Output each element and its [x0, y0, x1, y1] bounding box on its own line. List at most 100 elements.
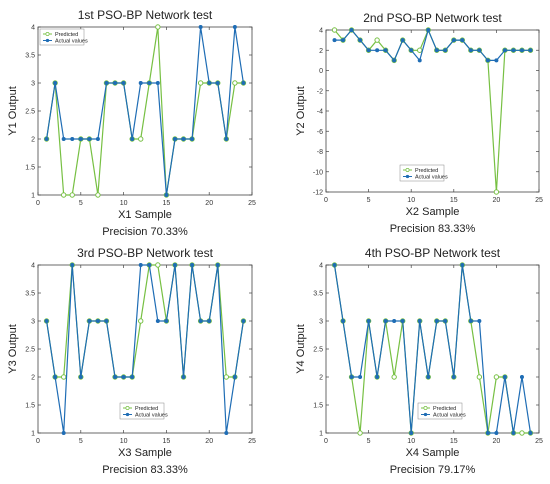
actual-point [87, 318, 92, 323]
actual-point [241, 81, 246, 86]
actual-point [172, 137, 177, 142]
y-axis-label: Y1 Output [7, 86, 19, 136]
y-tick-label: -8 [317, 149, 323, 156]
y-tick-label: 2 [31, 137, 35, 144]
actual-point [485, 430, 490, 435]
actual-point [358, 374, 363, 379]
actual-point [198, 318, 203, 323]
y-tick-label: 4 [319, 28, 323, 35]
y-tick-label: -10 [313, 169, 323, 176]
x-tick-label: 10 [407, 438, 415, 445]
actual-point [155, 81, 160, 86]
actual-point [502, 374, 507, 379]
x-tick-label: 5 [367, 197, 371, 204]
y-axis-label: Y2 Output [295, 86, 307, 136]
actual-point [215, 81, 220, 86]
x-tick-label: 10 [120, 438, 128, 445]
y-tick-label: 1.5 [313, 403, 323, 410]
y-tick-label: 3 [319, 319, 323, 326]
legend-entry: Predicted [135, 406, 158, 412]
actual-point [241, 318, 246, 323]
y-tick-label: 2.5 [25, 109, 35, 116]
y-tick-label: 3.5 [25, 53, 35, 60]
predicted-point [60, 374, 67, 380]
x-tick-label: 15 [450, 197, 458, 204]
actual-point [400, 38, 405, 43]
actual-point [121, 81, 126, 86]
predicted-point [138, 318, 144, 324]
actual-point [502, 48, 507, 53]
actual-point [78, 137, 83, 142]
actual-point [341, 318, 346, 323]
predicted-point [95, 192, 101, 198]
actual-point [349, 27, 354, 32]
actual-point [392, 318, 397, 323]
y-tick-label: 3 [31, 81, 35, 88]
x-tick-label: 10 [120, 200, 128, 207]
chart-panel-3: 3rd PSO-BP Network test 0 5 10 15 20 25 1 1.5 2 2.… [7, 246, 256, 476]
actual-point [341, 38, 346, 43]
x-tick-label: 20 [205, 200, 213, 207]
actual-point [451, 38, 456, 43]
actual-point [78, 374, 83, 379]
x-tick-label: 20 [493, 438, 501, 445]
y-axis-label: Y3 Output [7, 324, 19, 374]
actual-point [190, 262, 195, 267]
actual-point [44, 137, 49, 142]
predicted-point [331, 27, 338, 33]
x-tick-label: 20 [493, 197, 501, 204]
actual-point [494, 58, 499, 63]
actual-point [468, 318, 473, 323]
legend-swatch-marker [125, 406, 130, 410]
actual-point [130, 374, 135, 379]
actual-point [485, 58, 490, 63]
x-tick-label: 25 [248, 438, 256, 445]
y-tick-label: 2.5 [313, 347, 323, 354]
actual-point [87, 137, 92, 142]
predicted-point [155, 262, 161, 268]
predicted-point [60, 192, 67, 198]
predicted-point [417, 47, 423, 53]
actual-point [181, 137, 186, 142]
y-tick-label: 1 [31, 193, 35, 200]
actual-point [375, 48, 380, 53]
actual-point [519, 48, 524, 53]
actual-point [147, 81, 152, 86]
actual-point [113, 81, 118, 86]
actual-point [375, 374, 380, 379]
x-axis-label: X2 Sample [406, 206, 460, 218]
actual-point [95, 137, 100, 142]
precision-caption: Precision 70.33% [102, 226, 188, 238]
actual-point [198, 24, 203, 29]
actual-point [528, 48, 533, 53]
y-tick-label: 1 [31, 431, 35, 438]
legend-swatch-marker [405, 168, 410, 172]
legend-swatch-marker [45, 32, 50, 36]
x-tick-label: 0 [324, 197, 328, 204]
predicted-point [197, 80, 204, 86]
legend-entry: Actual values [55, 39, 88, 45]
chart-title: 1st PSO-BP Network test [78, 8, 213, 22]
x-tick-label: 20 [205, 438, 213, 445]
actual-point [409, 48, 414, 53]
actual-point [383, 48, 388, 53]
actual-point [61, 430, 66, 435]
chart-title: 3rd PSO-BP Network test [77, 246, 213, 260]
actual-point [113, 374, 118, 379]
x-tick-label: 0 [36, 438, 40, 445]
x-tick-label: 15 [163, 438, 171, 445]
actual-point [349, 374, 354, 379]
actual-point [494, 430, 499, 435]
actual-point [138, 262, 143, 267]
actual-point [70, 262, 75, 267]
y-tick-label: -12 [313, 190, 323, 197]
legend-entry: Actual values [135, 413, 168, 419]
y-tick-label: 2.5 [25, 347, 35, 354]
y-tick-label: 4 [31, 263, 35, 270]
actual-point [434, 318, 439, 323]
legend-entry: Actual values [415, 175, 448, 181]
actual-point [528, 430, 533, 435]
